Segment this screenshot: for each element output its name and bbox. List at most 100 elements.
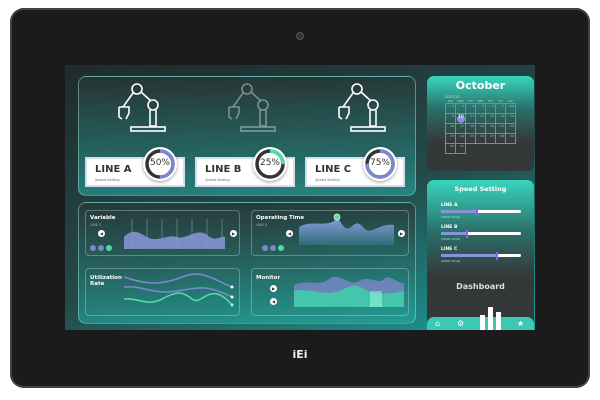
- bottom-nav: ⌂ ⚙ ★: [427, 307, 534, 330]
- calendar-day[interactable]: 14: [495, 113, 506, 124]
- star-icon[interactable]: ★: [517, 319, 525, 328]
- calendar-day[interactable]: 13: [485, 113, 496, 124]
- calendar-day[interactable]: 21: [495, 123, 506, 134]
- variable-widget: Variable LINE C ◀ ▶: [85, 210, 240, 256]
- slider-handle[interactable]: [496, 251, 498, 260]
- calendar-day[interactable]: 16: [445, 123, 456, 134]
- line-percent: 25%: [259, 158, 280, 168]
- home-icon[interactable]: ⌂: [435, 319, 441, 328]
- calendar-day[interactable]: 18: [465, 123, 476, 134]
- ring-fill: [365, 149, 395, 179]
- slider-handle[interactable]: [476, 207, 478, 216]
- weekday: MON: [457, 100, 464, 103]
- next-arrow-icon[interactable]: ▶: [398, 230, 405, 237]
- calendar-day[interactable]: 5: [475, 103, 486, 114]
- calendar-day[interactable]: 12: [475, 113, 486, 124]
- line-percent-ring: 50%: [143, 147, 177, 181]
- calendar-day[interactable]: 27: [485, 133, 496, 144]
- ring-fill: [255, 149, 285, 179]
- monitor-area-chart: [294, 276, 404, 307]
- bar-chart-icon[interactable]: [480, 307, 502, 330]
- calendar-day[interactable]: 9: [445, 113, 456, 124]
- weekday: SAT: [508, 100, 513, 103]
- line-name: LINE A: [95, 164, 132, 175]
- slider-label: LINE C: [441, 247, 458, 252]
- speed-slider[interactable]: [441, 207, 521, 216]
- gear-icon[interactable]: ⚙: [457, 319, 465, 328]
- legend-dot: [90, 245, 96, 251]
- calendar-day[interactable]: 15: [505, 113, 516, 124]
- speed-slider[interactable]: [441, 229, 521, 238]
- operating-time-widget: Operating Time LINE A ◀ ▶: [251, 210, 409, 256]
- line-name: LINE B: [205, 164, 242, 175]
- calendar-day[interactable]: 6: [485, 103, 496, 114]
- robot-arm-icon: [338, 83, 386, 132]
- dashboard-title: Dashboard: [456, 282, 505, 291]
- calendar-day[interactable]: 28: [495, 133, 506, 144]
- line-subtitle: Speed Setting: [95, 178, 120, 182]
- weekday: SUN: [447, 100, 454, 103]
- weekday: FRI: [498, 100, 503, 103]
- next-arrow-icon[interactable]: ▶: [230, 230, 237, 237]
- calendar-day[interactable]: 10: [455, 113, 466, 124]
- calendar-day[interactable]: 4: [465, 103, 476, 114]
- legend-dot: [262, 245, 268, 251]
- ring-fill: [145, 149, 175, 179]
- calendar-day[interactable]: 19: [475, 123, 486, 134]
- calendar-day[interactable]: 20: [485, 123, 496, 134]
- operating-subtitle: LINE A: [256, 223, 268, 227]
- robot-arm-icon: [228, 83, 276, 132]
- utilization-title: Utilization Rate: [90, 275, 122, 287]
- weekday: TUE: [468, 100, 473, 103]
- line-percent: 50%: [149, 158, 170, 168]
- line-percent: 75%: [369, 158, 390, 168]
- slider-label: LINE A: [441, 203, 458, 208]
- calendar-day[interactable]: 17: [455, 123, 466, 134]
- robot-arm-icon: [118, 83, 166, 132]
- line-percent-ring: 25%: [253, 147, 287, 181]
- calendar-day[interactable]: 30: [445, 143, 456, 154]
- legend-dot: [106, 245, 112, 251]
- weekday: WED: [477, 100, 484, 103]
- line-subtitle: Speed Setting: [205, 178, 230, 182]
- calendar-day[interactable]: 23: [445, 133, 456, 144]
- speed-slider[interactable]: [441, 251, 521, 260]
- calendar-grid: SUN MON TUE WED THU FRI SAT 2 3 4 5 6 7 1/8 9 10 11 12 13 1…: [445, 100, 516, 154]
- calendar-day[interactable]: 24: [455, 133, 466, 144]
- slider-label: LINE B: [441, 225, 458, 230]
- calendar-day[interactable]: 22: [505, 123, 516, 134]
- monitor-title: Monitor: [256, 275, 281, 281]
- variable-area-chart: [124, 219, 225, 249]
- calendar-day[interactable]: 7: [495, 103, 506, 114]
- prev-arrow-icon[interactable]: ◀: [286, 230, 293, 237]
- prev-arrow-icon[interactable]: ◀: [270, 298, 277, 305]
- next-arrow-icon[interactable]: ▶: [270, 285, 277, 292]
- variable-title: Variable: [90, 215, 116, 221]
- calendar-day[interactable]: 29: [505, 133, 516, 144]
- line-subtitle: Speed Setting: [315, 178, 340, 182]
- calendar-month: October: [455, 79, 506, 92]
- prev-arrow-icon[interactable]: ◀: [98, 230, 105, 237]
- slider-handle[interactable]: [465, 229, 468, 238]
- variable-subtitle: LINE C: [90, 223, 102, 227]
- calendar-day[interactable]: 2: [445, 103, 456, 114]
- calendar-day[interactable]: 31: [455, 143, 466, 154]
- line-name: LINE C: [315, 164, 352, 175]
- calendar-day[interactable]: 26: [475, 133, 486, 144]
- operating-area-chart: [299, 213, 394, 245]
- calendar-day[interactable]: 11: [465, 113, 476, 124]
- operating-title: Operating Time: [256, 215, 305, 221]
- speed-setting-panel: Speed Setting LINE A (3000 mm/s) LINE B …: [427, 180, 534, 330]
- speed-title: Speed Setting: [454, 185, 507, 193]
- calendar-day[interactable]: 3: [455, 103, 466, 114]
- legend-dot: [270, 245, 276, 251]
- calendar-day[interactable]: 1/8: [505, 103, 516, 114]
- monitor-widget: Monitor ▶ ◀: [251, 268, 409, 316]
- calendar-day[interactable]: 25: [465, 133, 476, 144]
- legend-dot: [278, 245, 284, 251]
- camera: [296, 32, 304, 40]
- screen: LINE A Speed Setting 50% LINE B Speed Se…: [65, 65, 535, 330]
- legend-dot: [98, 245, 104, 251]
- slider-value: (3000 mm/s): [441, 215, 461, 219]
- brand-logo: iEi: [292, 348, 308, 361]
